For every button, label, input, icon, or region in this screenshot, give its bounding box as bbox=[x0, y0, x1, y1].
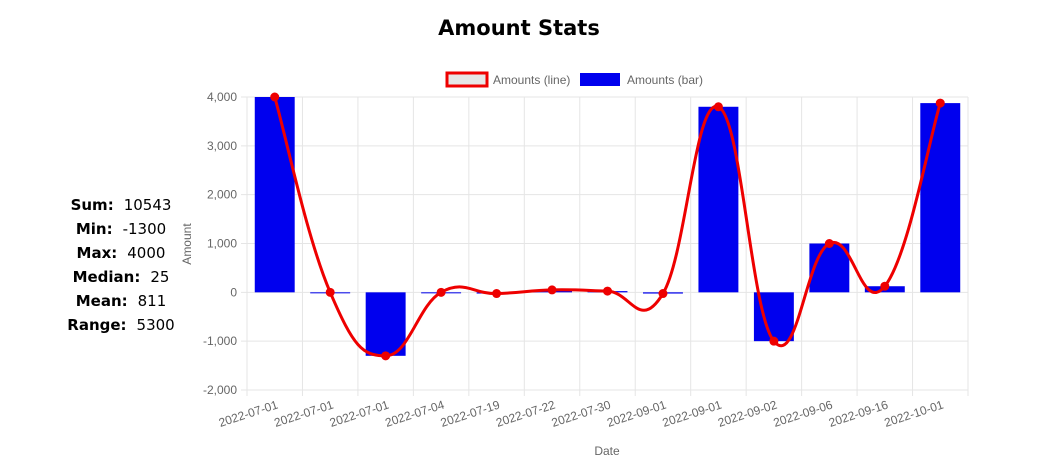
x-tick-label: 2022-09-01 bbox=[661, 397, 724, 429]
stat-range-value: 5300 bbox=[136, 316, 175, 334]
line-point[interactable] bbox=[658, 289, 668, 299]
x-tick-label: 2022-09-02 bbox=[716, 397, 779, 429]
y-tick-label: 1,000 bbox=[207, 237, 237, 251]
bar[interactable] bbox=[920, 103, 961, 293]
stat-min-label: Min: bbox=[75, 220, 113, 238]
line-series bbox=[270, 92, 945, 361]
line-point[interactable] bbox=[713, 102, 723, 112]
stat-mean: Mean: 811 bbox=[56, 289, 186, 313]
grid bbox=[241, 96, 969, 396]
line-point[interactable] bbox=[769, 336, 779, 346]
x-axis-title: Date bbox=[594, 444, 620, 458]
stat-median: Median: 25 bbox=[56, 265, 186, 289]
y-tick-label: 0 bbox=[230, 285, 237, 299]
stat-sum: Sum: 10543 bbox=[56, 193, 186, 217]
line-point[interactable] bbox=[381, 351, 391, 361]
x-tick-label: 2022-07-01 bbox=[217, 397, 280, 429]
legend-bar-swatch[interactable] bbox=[580, 73, 620, 86]
stat-min-value: -1300 bbox=[122, 220, 167, 238]
y-tick-label: -2,000 bbox=[203, 383, 237, 397]
stat-median-value: 25 bbox=[150, 268, 170, 286]
legend-line-label[interactable]: Amounts (line) bbox=[493, 73, 570, 87]
legend[interactable]: Amounts (line) Amounts (bar) bbox=[445, 71, 703, 88]
line-point[interactable] bbox=[492, 289, 502, 299]
x-tick-label: 2022-10-01 bbox=[882, 397, 945, 429]
y-tick-label: 3,000 bbox=[207, 139, 237, 153]
bar[interactable] bbox=[365, 292, 406, 356]
stat-max-value: 4000 bbox=[127, 244, 166, 262]
x-tick-label: 2022-07-30 bbox=[550, 397, 613, 429]
stat-max: Max: 4000 bbox=[56, 241, 186, 265]
legend-line-swatch[interactable] bbox=[445, 71, 489, 88]
stat-range: Range: 5300 bbox=[56, 313, 186, 337]
stat-range-label: Range: bbox=[67, 316, 127, 334]
y-tick-label: 4,000 bbox=[207, 90, 237, 104]
line-point[interactable] bbox=[880, 281, 890, 291]
y-axis-title: Amount bbox=[180, 223, 194, 265]
bar-series bbox=[254, 97, 961, 356]
bar[interactable] bbox=[809, 243, 850, 293]
x-tick-label: 2022-07-04 bbox=[383, 397, 446, 429]
legend-bar-label[interactable]: Amounts (bar) bbox=[627, 73, 703, 87]
line-point[interactable] bbox=[935, 98, 945, 108]
stat-mean-label: Mean: bbox=[75, 292, 128, 310]
x-tick-label: 2022-07-19 bbox=[439, 397, 502, 429]
x-tick-label: 2022-07-01 bbox=[328, 397, 391, 429]
line-point[interactable] bbox=[824, 239, 834, 248]
bar[interactable] bbox=[254, 97, 295, 293]
y-tick-label: 2,000 bbox=[207, 188, 237, 202]
stat-sum-label: Sum: bbox=[70, 196, 114, 214]
line-point[interactable] bbox=[547, 285, 557, 295]
line-point[interactable] bbox=[270, 92, 280, 102]
stat-mean-value: 811 bbox=[137, 292, 167, 310]
x-tick-label: 2022-09-01 bbox=[605, 397, 668, 429]
line-point[interactable] bbox=[436, 287, 446, 297]
x-tick-label: 2022-07-22 bbox=[494, 397, 557, 429]
y-tick-label: -1,000 bbox=[203, 334, 237, 348]
stat-max-label: Max: bbox=[76, 244, 118, 262]
stat-min: Min: -1300 bbox=[56, 217, 186, 241]
stat-sum-value: 10543 bbox=[123, 196, 172, 214]
x-tick-label: 2022-09-16 bbox=[827, 397, 890, 429]
page-title: Amount Stats bbox=[438, 16, 600, 40]
stat-median-label: Median: bbox=[72, 268, 141, 286]
line-point[interactable] bbox=[325, 287, 335, 297]
x-tick-label: 2022-07-01 bbox=[272, 397, 335, 429]
stats-panel: Sum: 10543 Min: -1300 Max: 4000 Median: … bbox=[56, 193, 186, 337]
line-point[interactable] bbox=[603, 286, 612, 296]
x-tick-label: 2022-09-06 bbox=[772, 397, 835, 429]
